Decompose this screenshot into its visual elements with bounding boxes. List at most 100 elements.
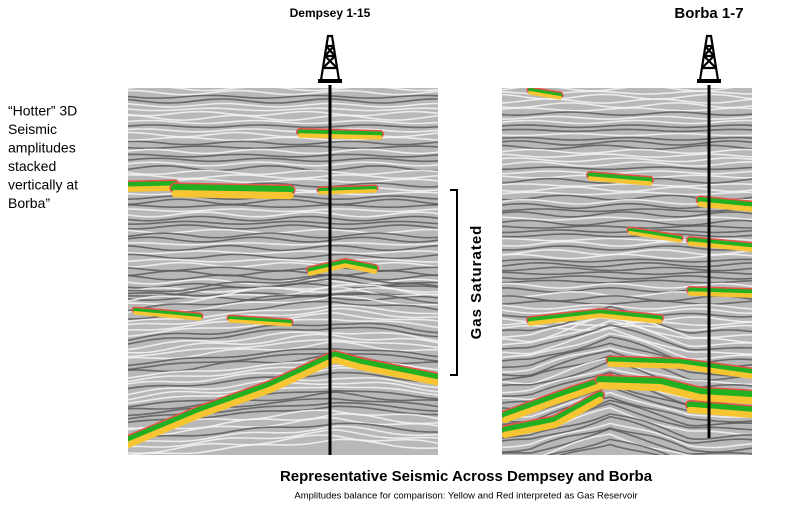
reflector <box>502 115 752 120</box>
seismic-reflectors-left <box>128 78 440 455</box>
reflector <box>128 94 438 100</box>
reflector <box>502 148 752 155</box>
amplitude-yellow <box>687 291 752 298</box>
reflector <box>558 443 662 455</box>
amplitude-green <box>171 184 294 194</box>
reflector <box>545 438 671 455</box>
reflector <box>128 128 438 133</box>
reflector <box>502 211 752 218</box>
reflector <box>128 338 438 358</box>
reflector <box>128 397 438 417</box>
amplitude-green <box>607 357 752 375</box>
reflector <box>502 140 752 146</box>
note-line: stacked <box>8 158 56 174</box>
reflector <box>502 98 752 104</box>
reflector <box>128 119 438 125</box>
reflector <box>128 242 438 246</box>
reflector <box>128 169 438 176</box>
reflector <box>128 261 438 268</box>
reflector <box>502 332 752 360</box>
reflector <box>502 186 752 193</box>
reflector <box>128 211 438 218</box>
amplitude-green <box>128 181 178 188</box>
reflector <box>502 161 752 167</box>
caption-subtitle: Amplitudes balance for comparison: Yello… <box>294 491 637 502</box>
amplitude-yellow <box>607 361 752 379</box>
reflector <box>128 347 438 367</box>
well-label: Dempsey 1-15 <box>290 6 371 20</box>
reflector <box>128 140 438 146</box>
amplitude-green <box>307 259 378 273</box>
reflector <box>502 282 752 289</box>
reflector <box>542 433 695 455</box>
reflector <box>502 191 752 196</box>
reflector <box>128 389 438 408</box>
reflector <box>502 111 752 117</box>
amplitude-yellow <box>307 263 378 276</box>
reflector <box>502 88 735 92</box>
reflector <box>128 198 438 206</box>
reflector <box>502 327 752 355</box>
reflector <box>128 114 438 122</box>
reflector <box>502 208 752 213</box>
reflector <box>128 422 438 441</box>
amplitude-green <box>527 309 663 323</box>
reflector <box>128 145 438 150</box>
reflector <box>128 228 438 234</box>
reflector <box>502 413 752 441</box>
reflector <box>128 107 438 112</box>
reflector <box>128 331 438 351</box>
reflector <box>502 324 752 331</box>
reflector <box>128 434 438 455</box>
reflector <box>502 303 752 310</box>
amplitude-green <box>502 391 604 434</box>
reflector <box>502 245 752 251</box>
amplitude-yellow <box>133 311 202 321</box>
reflector <box>128 157 438 163</box>
reflector <box>502 319 752 348</box>
amplitude-yellow <box>128 185 178 192</box>
amplitude-green <box>128 351 438 444</box>
reflector <box>502 261 752 268</box>
amplitude-green <box>528 88 562 97</box>
amplitude-yellow <box>686 406 752 419</box>
amplitude-green <box>502 374 614 419</box>
reflector <box>128 293 438 312</box>
reflector <box>502 279 752 284</box>
reflector <box>502 128 752 133</box>
reflector <box>128 333 438 354</box>
reflector <box>128 102 438 108</box>
reflector <box>502 216 752 221</box>
reflector <box>502 323 752 351</box>
reflector <box>128 326 438 345</box>
reflector <box>128 429 438 448</box>
amplitude-yellow <box>528 91 562 100</box>
amplitude-green <box>133 308 202 318</box>
reflector <box>128 438 438 455</box>
amplitude-yellow <box>502 396 604 439</box>
amplitude-yellow <box>687 241 752 252</box>
amplitude-yellow <box>171 190 294 200</box>
reflector <box>128 274 438 281</box>
reflector <box>128 278 438 297</box>
reflector <box>128 88 438 92</box>
reflector <box>502 170 752 175</box>
bracket-label: Gas Saturated <box>468 225 485 340</box>
bracket <box>450 189 458 376</box>
amplitude-yellow <box>628 231 682 243</box>
reflector <box>128 253 438 260</box>
note-line: vertically at <box>8 177 78 193</box>
reflector <box>128 258 438 263</box>
reflector <box>128 236 438 243</box>
derrick-right <box>695 34 723 85</box>
amplitude-green <box>628 228 682 240</box>
reflector <box>128 82 440 86</box>
amplitude-yellow <box>502 379 614 424</box>
reflector <box>128 153 438 158</box>
amplitude-yellow <box>297 133 383 140</box>
reflector <box>128 136 438 141</box>
reflector <box>502 422 752 449</box>
seismic-reflectors-right <box>502 88 752 455</box>
reflector <box>128 78 440 83</box>
reflector <box>128 173 438 180</box>
